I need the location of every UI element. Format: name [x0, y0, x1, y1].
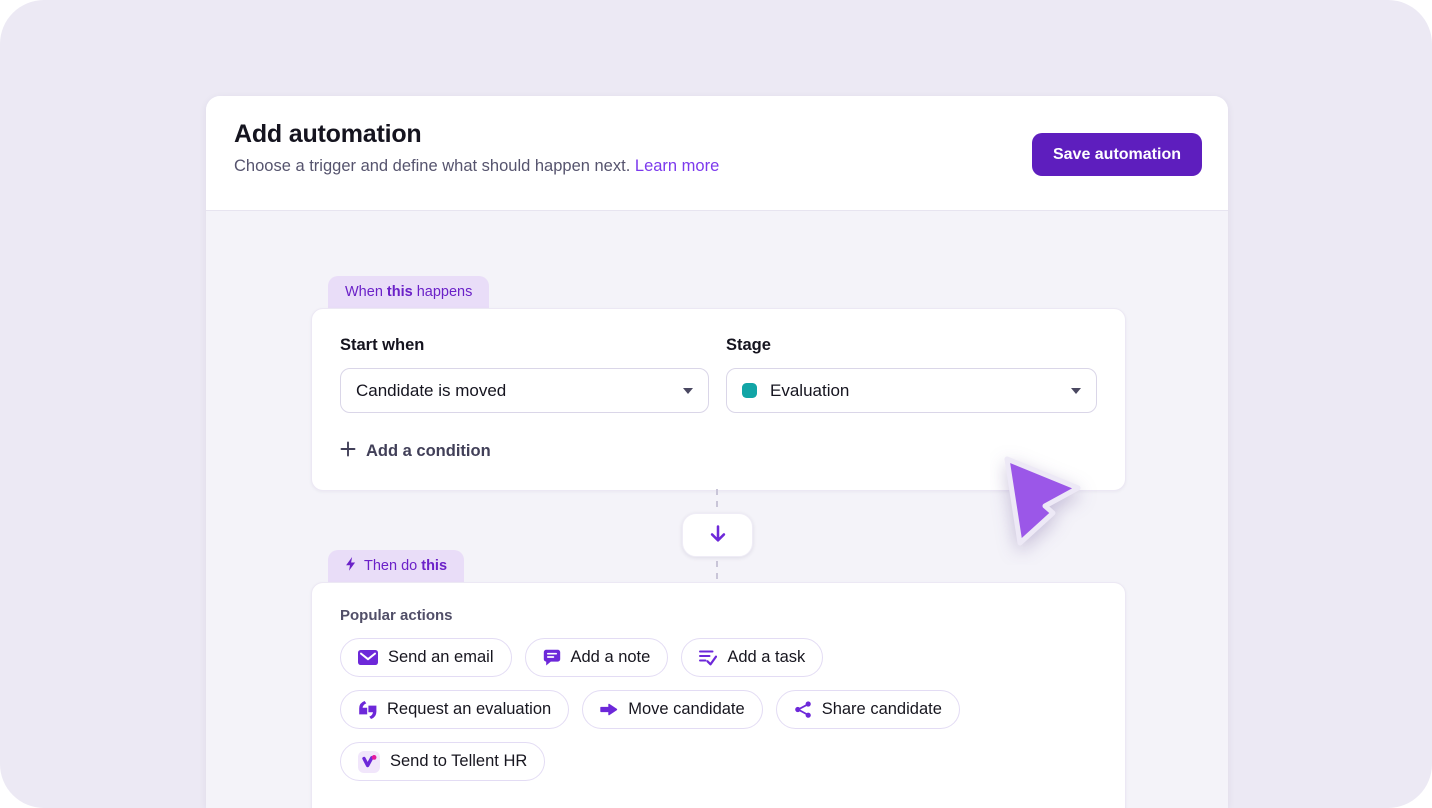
- chip-label: Add a note: [570, 648, 651, 666]
- page-subtitle: Choose a trigger and define what should …: [234, 157, 719, 176]
- popular-actions-label: Popular actions: [340, 607, 453, 624]
- action-chip-send-to-tellent-hr[interactable]: Send to Tellent HR: [340, 742, 546, 781]
- chip-label: Send to Tellent HR: [390, 752, 528, 770]
- badge-text: Then do this: [364, 558, 448, 574]
- arrow-down-icon: [707, 523, 729, 548]
- chevron-down-icon: [683, 387, 693, 394]
- add-automation-modal: Add automation Choose a trigger and defi…: [206, 96, 1228, 808]
- email-icon: [358, 650, 378, 665]
- learn-more-link[interactable]: Learn more: [634, 157, 720, 175]
- chip-row: Send to Tellent HR: [340, 742, 1105, 781]
- arrow-right-icon: [600, 702, 618, 717]
- action-chip-move-candidate[interactable]: Move candidate: [582, 690, 763, 729]
- start-when-label: Start when: [340, 336, 425, 354]
- action-chip-request-an-evaluation[interactable]: Request an evaluation: [340, 690, 570, 729]
- stage-value: Evaluation: [770, 380, 850, 400]
- when-this-happens-badge: When this happens: [328, 276, 490, 308]
- stage-select[interactable]: Evaluation: [726, 368, 1097, 413]
- stage-label: Stage: [726, 336, 771, 354]
- popular-actions-chips: Send an email Add a note Add a task Request…: [340, 638, 1105, 781]
- task-icon: [699, 649, 718, 666]
- save-automation-button[interactable]: Save automation: [1031, 133, 1202, 176]
- plus-icon: [340, 441, 356, 462]
- chip-label: Add a task: [727, 648, 806, 666]
- lightning-icon: [345, 557, 357, 575]
- add-condition-button[interactable]: Add a condition: [340, 439, 491, 463]
- chip-label: Share candidate: [821, 700, 942, 718]
- action-chip-add-a-note[interactable]: Add a note: [524, 638, 669, 677]
- connector-arrow-button[interactable]: [682, 513, 753, 557]
- add-condition-label: Add a condition: [366, 441, 491, 460]
- quote-icon: [358, 700, 377, 719]
- action-chip-add-a-task[interactable]: Add a task: [681, 638, 824, 677]
- page-title: Add automation: [234, 120, 422, 148]
- chip-label: Request an evaluation: [387, 700, 552, 718]
- chevron-down-icon: [1071, 387, 1081, 394]
- start-when-select[interactable]: Candidate is moved: [340, 368, 709, 413]
- start-when-value: Candidate is moved: [356, 380, 507, 400]
- stage-color-swatch: [742, 383, 757, 398]
- note-icon: [543, 649, 561, 667]
- share-icon: [794, 700, 812, 719]
- tellent-logo-icon: [358, 750, 380, 773]
- then-do-this-badge: Then do this: [328, 550, 465, 582]
- modal-header: Add automation Choose a trigger and defi…: [206, 96, 1228, 211]
- badge-text: When this happens: [345, 284, 473, 300]
- subtitle-text: Choose a trigger and define what should …: [234, 157, 631, 175]
- chip-row: Send an email Add a note Add a task: [340, 638, 1105, 677]
- chip-label: Send an email: [388, 648, 494, 666]
- trigger-card: Start when Stage Candidate is moved Eval…: [311, 308, 1126, 491]
- chip-label: Move candidate: [628, 700, 745, 718]
- action-chip-share-candidate[interactable]: Share candidate: [775, 690, 960, 729]
- chip-row: Request an evaluation Move candidate Share…: [340, 690, 1105, 729]
- action-chip-send-an-email[interactable]: Send an email: [340, 638, 512, 677]
- action-card: Popular actions Send an email Add a note A…: [311, 582, 1126, 808]
